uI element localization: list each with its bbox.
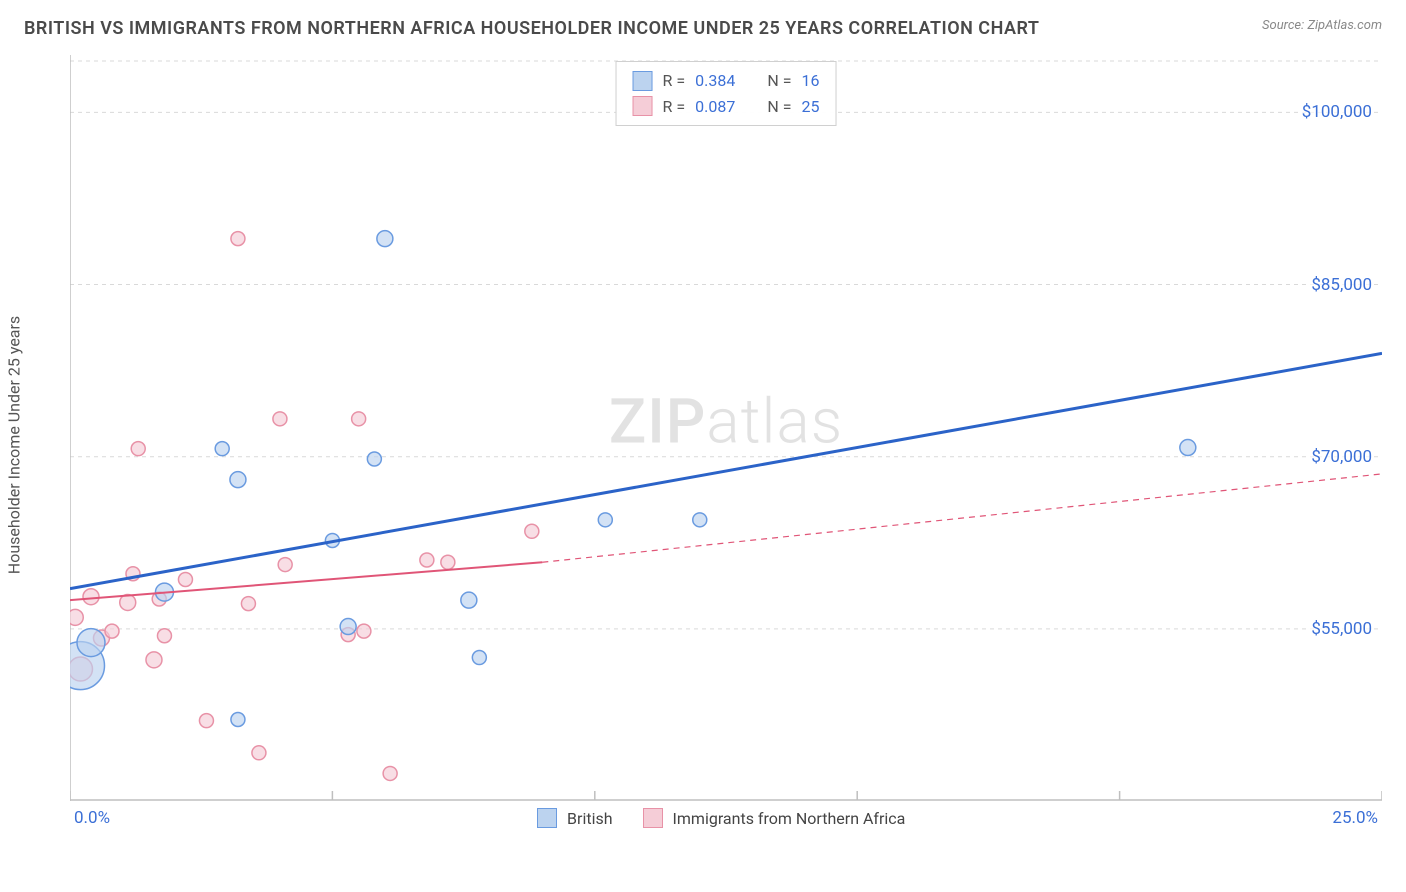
source-attribution: Source: ZipAtlas.com (1262, 18, 1382, 33)
chart-svg (70, 55, 1382, 801)
legend-item-immigrants: Immigrants from Northern Africa (643, 808, 906, 828)
chart-title: BRITISH VS IMMIGRANTS FROM NORTHERN AFRI… (24, 18, 1039, 39)
legend-swatch-british (537, 808, 557, 828)
legend-item-british: British (537, 808, 612, 828)
y-tick-label: $70,000 (1309, 447, 1374, 467)
x-axis-max: 25.0% (1332, 808, 1378, 828)
y-tick-label: $55,000 (1309, 619, 1374, 639)
y-axis-label: Householder Income Under 25 years (5, 316, 24, 574)
series-legend: British Immigrants from Northern Africa (537, 808, 905, 828)
legend-swatch-immigrants (643, 808, 663, 828)
swatch-immigrants (633, 96, 653, 116)
plot-area: ZIPatlas R = 0.384 N = 16 R = 0.087 N = … (70, 55, 1382, 835)
stats-row-british: R = 0.384 N = 16 (633, 68, 820, 94)
y-tick-label: $85,000 (1309, 275, 1374, 295)
swatch-british (633, 71, 653, 91)
x-axis-footer: 0.0% British Immigrants from Northern Af… (70, 801, 1382, 835)
y-tick-label: $100,000 (1300, 102, 1374, 122)
stats-legend-box: R = 0.384 N = 16 R = 0.087 N = 25 (616, 61, 837, 126)
stats-row-immigrants: R = 0.087 N = 25 (633, 94, 820, 120)
chart-container: Householder Income Under 25 years ZIPatl… (24, 55, 1382, 835)
x-axis-min: 0.0% (74, 808, 110, 828)
